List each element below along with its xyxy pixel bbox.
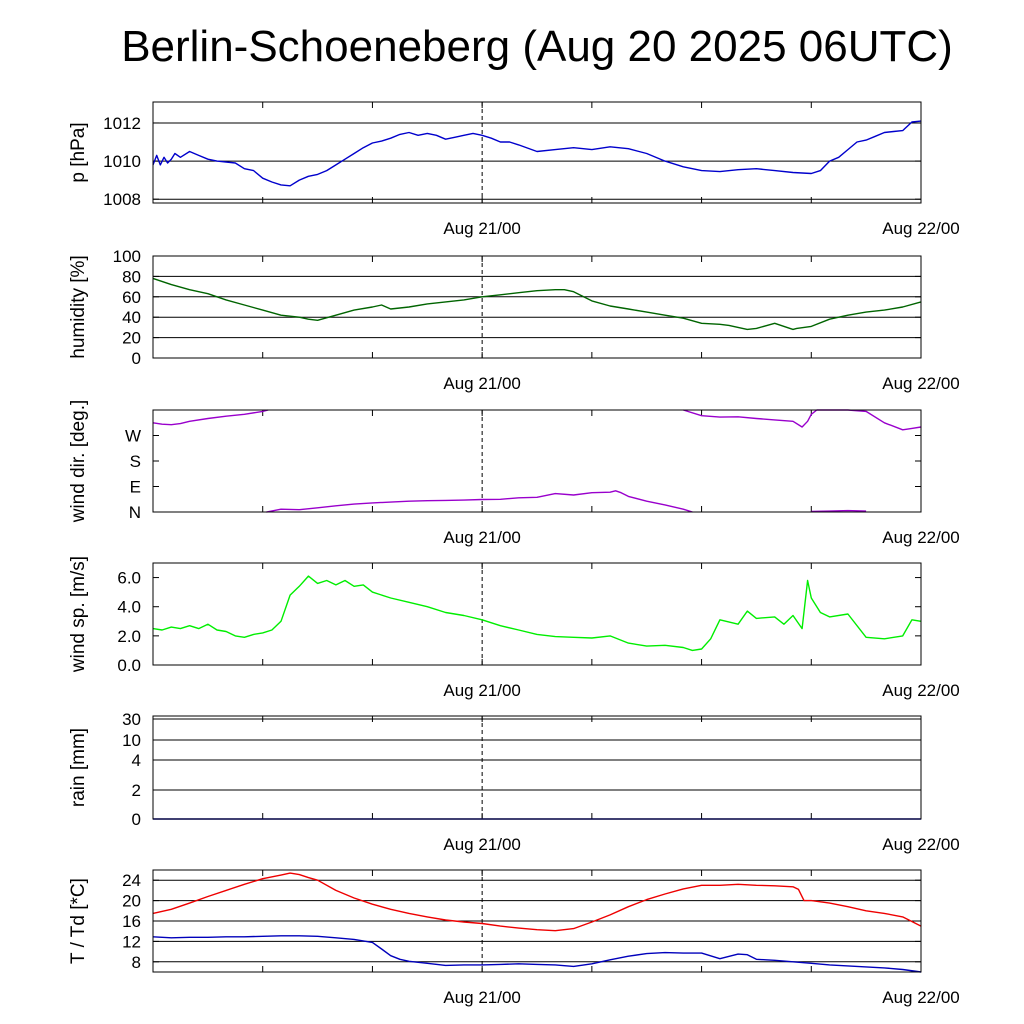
x-tick-label: Aug 21/00 [443,681,521,700]
plot-frame [152,101,922,204]
y-axis-label: wind dir. [deg.] [68,400,89,524]
rain-panel: 0 2 410 30 Aug 21/00 Aug 22/00 rain [mm] [68,710,960,854]
wind-dir-series-line [811,509,867,513]
y-tick-label: W [125,427,141,446]
y-axis-label: wind sp. [m/s] [68,556,89,673]
y-tick-label: 10 [122,731,141,750]
y-tick-label: S [130,452,141,471]
plot-frame [152,409,922,513]
y-axis-label: p [hPa] [68,122,89,182]
y-tick-label: 80 [122,267,141,286]
y-tick-label: 30 [122,710,141,729]
x-tick-label: Aug 22/00 [882,988,960,1007]
y-tick-label: N [129,503,141,522]
y-tick-label: 2 [132,781,141,800]
y-tick-label: 0.0 [117,656,141,675]
temperature-series-line-Td [152,935,922,973]
x-tick-label: Aug 21/00 [443,219,521,238]
x-tick-label: Aug 21/00 [443,528,521,547]
x-tick-label: Aug 21/00 [443,374,521,393]
plot-frame [152,255,922,359]
y-tick-label: 4 [132,751,141,770]
y-tick-label: 2.0 [117,627,141,646]
y-tick-label: 40 [122,308,141,327]
x-tick-label: Aug 22/00 [882,528,960,547]
plot-frame [152,869,922,973]
y-tick-label: 24 [122,871,141,890]
x-tick-label: Aug 22/00 [882,374,960,393]
y-tick-label: 100 [113,247,141,266]
y-tick-label: 4.0 [117,598,141,617]
y-tick-label: 20 [122,329,141,348]
y-axis-label: T / Td [*C] [68,878,89,964]
x-tick-label: Aug 22/00 [882,835,960,854]
y-tick-label: 1008 [103,190,141,209]
pressure-series-line [152,120,922,187]
y-tick-label: 20 [122,892,141,911]
y-tick-label: 12 [122,932,141,951]
x-tick-label: Aug 22/00 [882,681,960,700]
pressure-panel: 1008 1010 1012 Aug 21/00 Aug 22/00 p [hPa] [68,101,960,238]
wind-dir-series-line [266,490,693,513]
y-axis-label: rain [mm] [68,728,89,807]
y-tick-label: 1010 [103,152,141,171]
wind-speed-series-line [152,575,922,652]
plot-frame [152,562,922,666]
y-tick-label: 6.0 [117,569,141,588]
x-tick-label: Aug 21/00 [443,835,521,854]
y-tick-label: 0 [132,810,141,829]
humidity-series-line [152,277,922,331]
plot-frame [152,715,922,820]
y-tick-label: E [130,478,141,497]
temperature-series-line-T [152,872,922,932]
y-tick-label: 60 [122,288,141,307]
x-tick-label: Aug 21/00 [443,988,521,1007]
y-tick-label: 0 [132,349,141,368]
y-axis-label: humidity [%] [68,255,89,358]
wind-speed-panel: 0.0 2.0 4.0 6.0 Aug 21/00 Aug 22/00 wind sp. [… [68,556,960,700]
y-tick-label: 8 [132,953,141,972]
wind-dir-series-line [152,409,269,426]
wind-dir-series-line [683,409,922,431]
y-tick-label: 16 [122,912,141,931]
x-tick-label: Aug 22/00 [882,219,960,238]
chart-title: Berlin-Schoeneberg (Aug 20 2025 06UTC) [121,22,953,71]
y-tick-label: 1012 [103,114,141,133]
